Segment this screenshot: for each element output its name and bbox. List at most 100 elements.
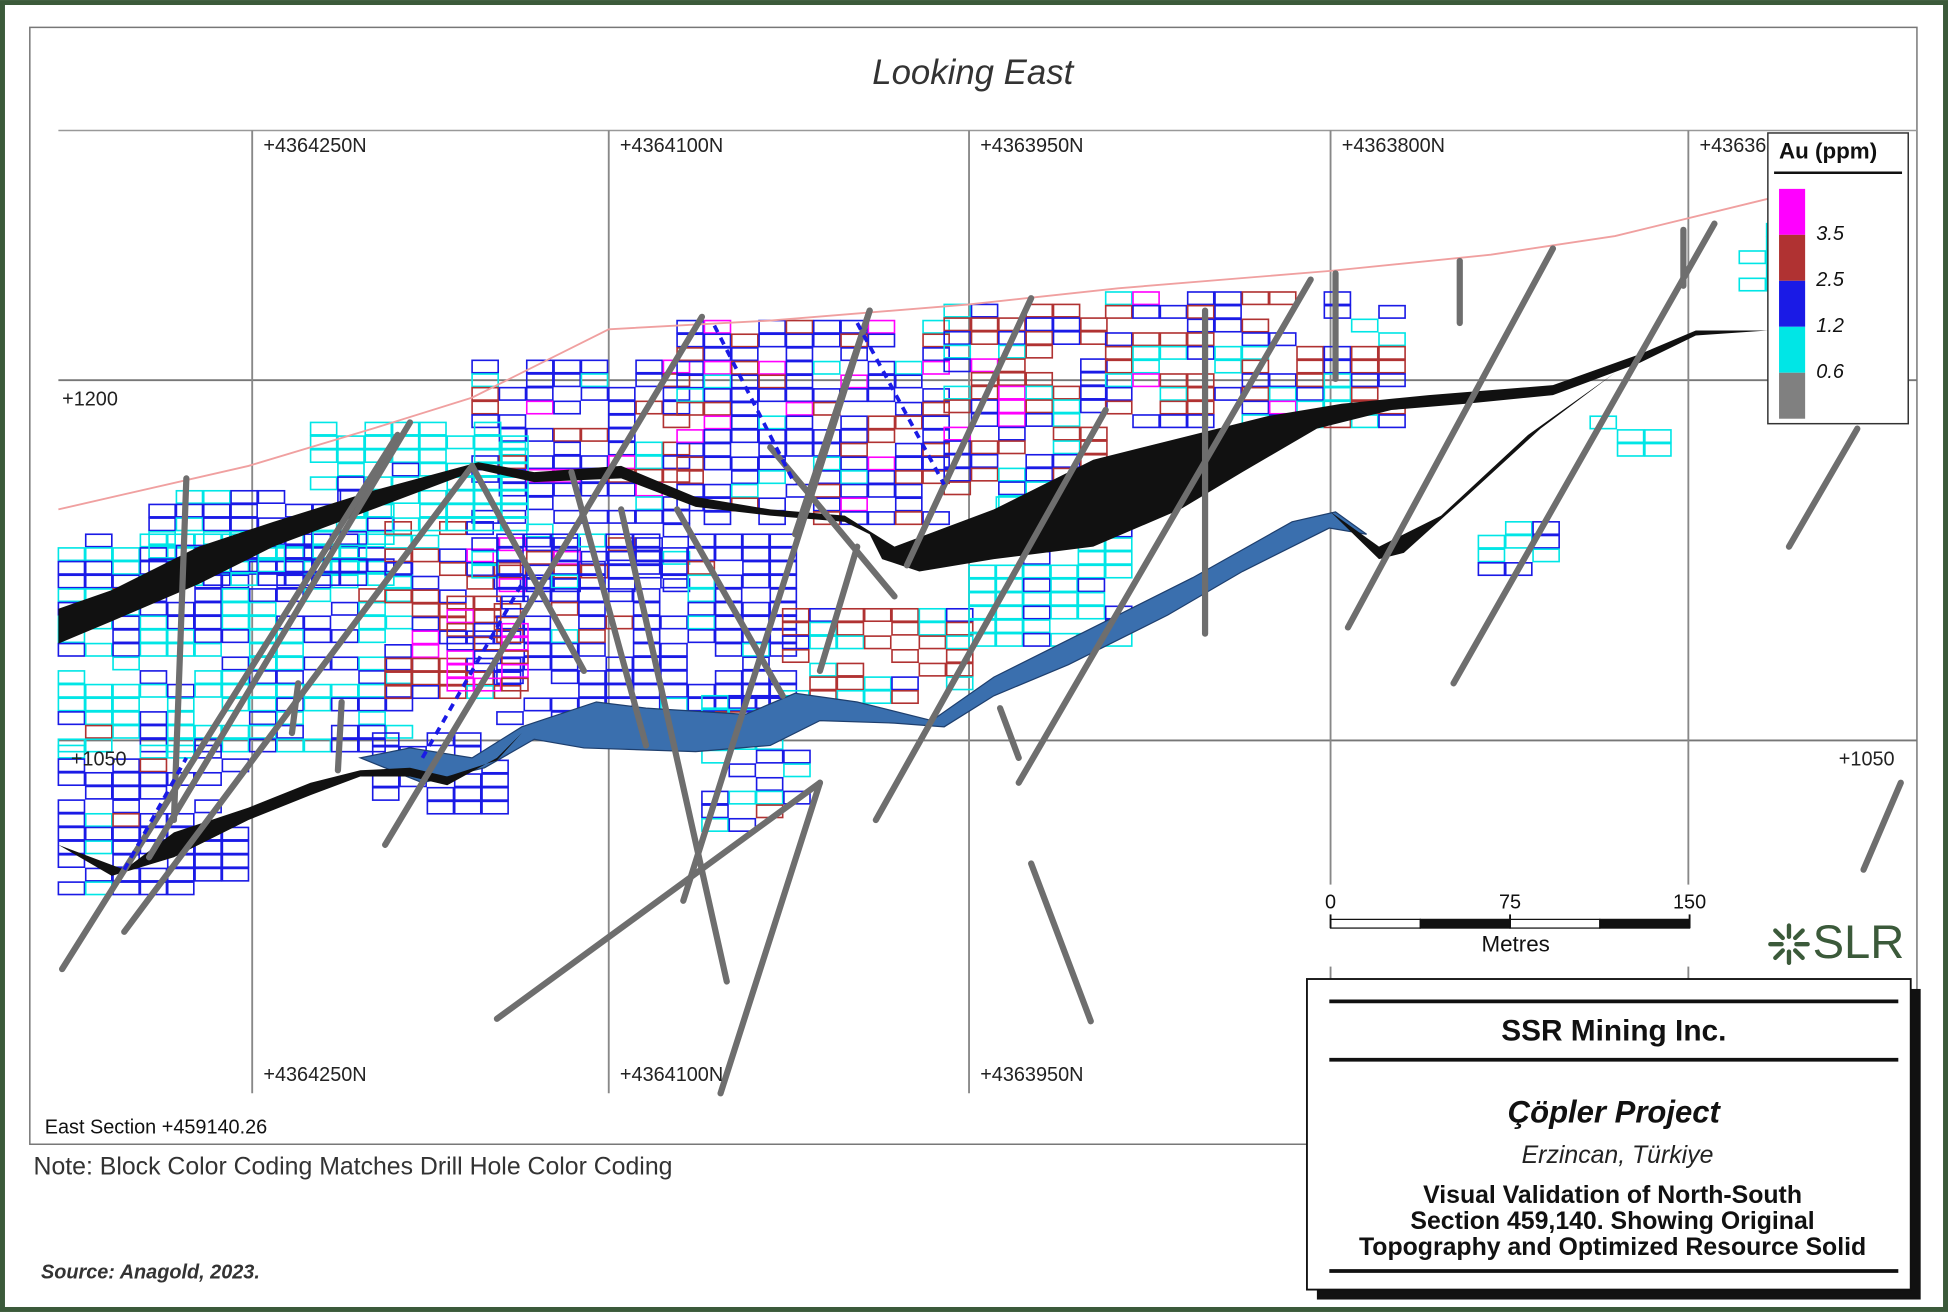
resource-block (284, 558, 313, 573)
resource-block (970, 317, 999, 332)
resource-block (867, 360, 896, 375)
resource-block (553, 400, 581, 415)
resource-block (1104, 332, 1133, 347)
resource-block (358, 629, 386, 644)
resource-block (481, 800, 509, 815)
resource-block (812, 360, 841, 375)
resource-block (550, 642, 579, 657)
resource-block (148, 503, 176, 518)
resource-block (473, 595, 502, 610)
resource-block (148, 544, 176, 559)
resource-block (703, 415, 732, 430)
resource-block (863, 676, 892, 691)
resource-block (411, 575, 440, 590)
resource-block (703, 456, 732, 471)
scale-segment (1419, 918, 1511, 929)
resource-block (1052, 440, 1081, 455)
resource-block (676, 401, 704, 416)
resource-block (194, 867, 222, 882)
resource-block (139, 533, 168, 548)
resource-block (364, 421, 393, 436)
resource-block (84, 785, 113, 800)
resource-block (481, 786, 509, 801)
resource-block (84, 533, 113, 548)
resource-block (438, 548, 467, 563)
resource-block (284, 571, 313, 586)
resource-block (1214, 345, 1242, 360)
resource-block (703, 319, 732, 334)
drill-hole (767, 444, 898, 600)
resource-block (419, 448, 447, 464)
resource-block (553, 482, 581, 497)
northing-label: +4364100N (620, 1064, 723, 1086)
resource-block (330, 656, 359, 671)
resource-block (1186, 291, 1215, 306)
resource-block (194, 840, 222, 855)
resource-block (894, 456, 923, 471)
resource-block (309, 435, 338, 450)
resource-block (1080, 385, 1108, 400)
resource-block (1477, 534, 1506, 549)
drill-hole (1028, 860, 1094, 1025)
resource-block (1132, 414, 1160, 429)
resource-block (730, 360, 759, 375)
resource-block (660, 656, 688, 671)
resource-block (918, 635, 947, 650)
resource-block (501, 503, 529, 518)
resource-block (221, 738, 250, 753)
resource-block (1159, 345, 1188, 360)
resource-block (358, 711, 386, 726)
resource-block (303, 629, 332, 644)
resource-block (995, 605, 1024, 620)
resource-block (194, 670, 222, 685)
resource-block (57, 711, 86, 726)
resource-block (1296, 386, 1324, 401)
description-line: Section 459,140. Showing Original (1410, 1208, 1814, 1235)
resource-block (1025, 344, 1054, 359)
resource-block (635, 359, 663, 374)
drill-hole (382, 313, 706, 848)
resource-block (175, 503, 204, 518)
resource-block (867, 319, 896, 334)
resource-block (339, 571, 368, 586)
resource-block (1022, 605, 1051, 620)
resource-block (481, 773, 509, 788)
legend-swatch (1779, 372, 1806, 419)
resource-block (358, 697, 386, 712)
resource-block (968, 578, 996, 593)
drill-hole (872, 406, 1109, 824)
resource-block (676, 360, 704, 375)
resource-block (632, 588, 661, 603)
resource-block (230, 489, 258, 504)
resource-block (730, 483, 759, 498)
resource-block (248, 629, 277, 644)
resource-block (660, 615, 688, 630)
resource-block (84, 560, 113, 575)
resource-block (945, 607, 974, 623)
resource-block (998, 440, 1026, 455)
resource-block (1159, 373, 1188, 388)
resource-block (276, 656, 304, 671)
resource-block (635, 441, 663, 456)
resource-block (840, 374, 868, 389)
resource-block (1104, 550, 1133, 565)
resource-block (605, 533, 634, 548)
resource-block (1050, 578, 1078, 593)
resource-block (337, 448, 365, 464)
resource-block (687, 560, 716, 575)
resource-block (330, 697, 359, 712)
resource-block (1186, 400, 1215, 415)
resource-block (221, 629, 250, 644)
resource-block (758, 333, 786, 348)
resource-block (1132, 345, 1160, 360)
resource-block (1268, 373, 1297, 388)
resource-block (248, 601, 277, 616)
note: Note: Block Color Coding Matches Drill H… (34, 1153, 673, 1180)
resource-block (1050, 605, 1078, 620)
legend-swatch (1779, 326, 1806, 373)
resource-block (84, 771, 113, 787)
resource-block (1052, 426, 1081, 441)
resource-block (1104, 373, 1133, 388)
resource-block (1616, 429, 1645, 444)
resource-block (676, 442, 704, 457)
